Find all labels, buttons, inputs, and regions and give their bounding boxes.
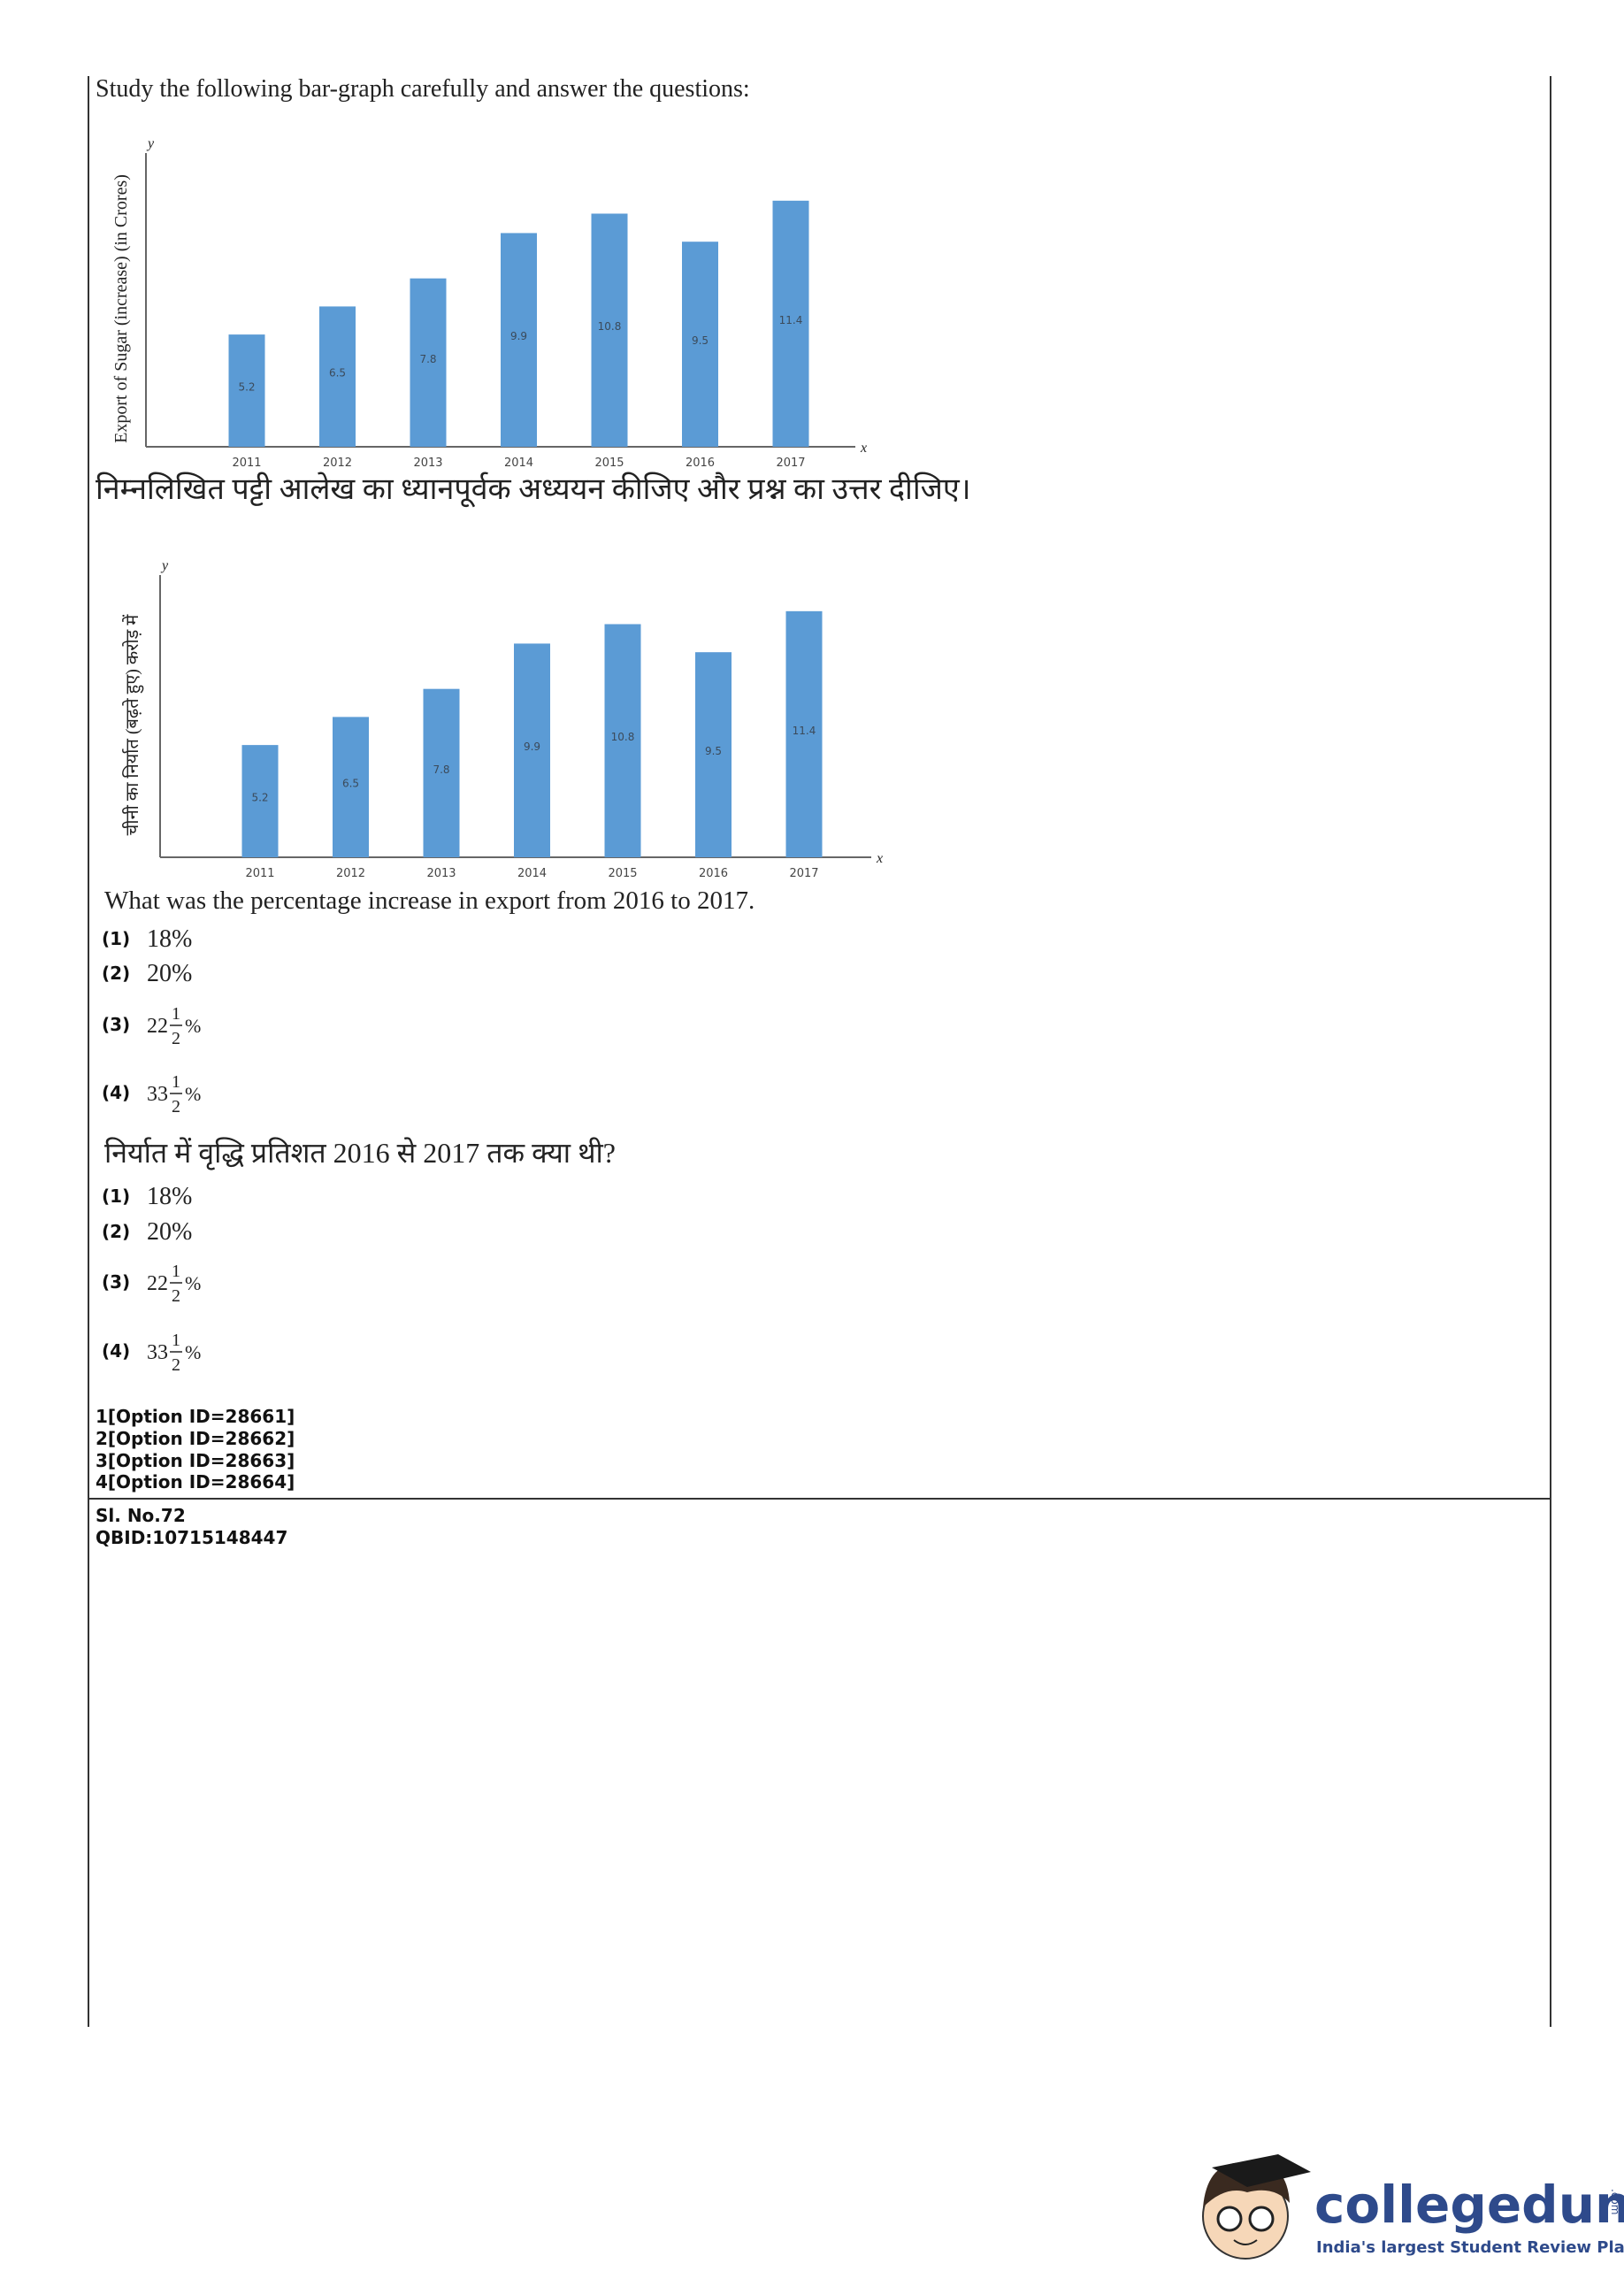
data-label: 7.8 <box>433 764 449 776</box>
x-tick-label: 2011 <box>232 457 261 470</box>
x-tick-label: 2013 <box>413 457 442 470</box>
data-label: 11.4 <box>793 725 816 737</box>
option-whole: 22 <box>147 1272 168 1295</box>
option-label: (2) <box>102 963 130 984</box>
bar <box>241 745 279 857</box>
x-axis-label: x <box>860 441 867 456</box>
option-label: (4) <box>102 1082 130 1103</box>
x-tick-label: 2013 <box>426 867 456 880</box>
y-axis-label: y <box>160 558 169 573</box>
bar <box>682 242 718 447</box>
x-tick-label: 2012 <box>323 457 352 470</box>
option-suffix: % <box>185 1341 201 1363</box>
option-whole: 33 <box>147 1083 168 1106</box>
data-label: 5.2 <box>238 381 255 394</box>
option-label: (3) <box>102 1271 130 1293</box>
option-numerator: 1 <box>172 1004 180 1024</box>
x-tick-label: 2012 <box>336 867 365 880</box>
option-label: (4) <box>102 1340 130 1362</box>
bar <box>501 233 537 447</box>
instruction-hindi: निम्नलिखित पट्टी आलेख का ध्यानपूर्वक अध्… <box>96 472 971 508</box>
data-label: 7.8 <box>419 353 436 365</box>
logo-domain: .com <box>1609 2189 1621 2214</box>
data-label: 10.8 <box>611 731 635 743</box>
data-label: 9.5 <box>692 334 709 347</box>
data-label: 9.9 <box>524 740 540 753</box>
data-label: 6.5 <box>329 367 346 380</box>
question: What was the percentage increase in expo… <box>104 886 755 915</box>
data-label: 6.5 <box>342 778 359 790</box>
option-denominator: 2 <box>172 1286 180 1306</box>
y-axis-title: Export of Sugar (increase) (in Crores) <box>111 174 131 443</box>
option-suffix: % <box>185 1015 201 1037</box>
mascot-glasses <box>1248 2206 1275 2232</box>
x-tick-label: 2017 <box>776 457 805 470</box>
bar <box>319 306 356 447</box>
logo-name: collegedunia <box>1314 2175 1624 2235</box>
option-denominator: 2 <box>172 1355 180 1375</box>
option-label: (3) <box>102 1014 130 1035</box>
option-text: 20% <box>147 1218 192 1246</box>
y-axis-label: y <box>146 136 155 151</box>
option-numerator: 1 <box>172 1072 180 1092</box>
bar <box>785 610 823 857</box>
bar <box>695 652 732 857</box>
bar <box>604 624 641 857</box>
option-text: 20% <box>147 960 192 987</box>
x-tick-label: 2016 <box>699 867 728 880</box>
x-tick-label: 2015 <box>594 457 624 470</box>
data-label: 9.5 <box>705 745 722 757</box>
question-hindi: निर्यात में वृद्धि प्रतिशत 2016 से 2017 … <box>104 1137 616 1170</box>
option-label: (2) <box>102 1221 130 1242</box>
option-numerator: 1 <box>172 1331 180 1350</box>
data-label: 9.9 <box>510 330 527 342</box>
data-label: 10.8 <box>598 320 622 333</box>
qbid: QBID:10715148447 <box>96 1527 287 1548</box>
logo-tagline: India's largest Student Review Platform <box>1316 2238 1624 2257</box>
x-tick-label: 2014 <box>504 457 533 470</box>
option-id: 2[Option ID=28662] <box>96 1428 295 1449</box>
x-tick-label: 2017 <box>789 867 818 880</box>
option-whole: 33 <box>147 1341 168 1364</box>
mascot-smile <box>1233 2239 1258 2245</box>
x-tick-label: 2015 <box>608 867 637 880</box>
bar <box>410 278 447 447</box>
x-tick-label: 2014 <box>517 867 547 880</box>
option-text: 18% <box>147 1183 192 1210</box>
option-suffix: % <box>185 1272 201 1294</box>
option-label: (1) <box>102 928 130 949</box>
bar <box>591 213 628 448</box>
option-label: (1) <box>102 1186 130 1207</box>
option-whole: 22 <box>147 1015 168 1038</box>
bar <box>228 334 265 447</box>
option-numerator: 1 <box>172 1262 180 1281</box>
option-id: 4[Option ID=28664] <box>96 1471 295 1492</box>
option-suffix: % <box>185 1083 201 1105</box>
x-tick-label: 2016 <box>686 457 715 470</box>
instruction: Study the following bar-graph carefully … <box>96 75 750 103</box>
option-id: 1[Option ID=28661] <box>96 1406 295 1427</box>
option-text: 18% <box>147 925 192 953</box>
data-label: 5.2 <box>251 792 268 804</box>
bar <box>423 688 460 857</box>
x-tick-label: 2011 <box>245 867 274 880</box>
option-denominator: 2 <box>172 1097 180 1116</box>
logo: collegedunia .com India's largest Studen… <box>1202 2154 1624 2260</box>
y-axis-title: चीनी का निर्यात (बढ़ते हुए) करोड़ में <box>122 614 144 836</box>
option-denominator: 2 <box>172 1029 180 1048</box>
sl-no: Sl. No.72 <box>96 1505 186 1526</box>
bar <box>514 643 550 857</box>
x-axis-label: x <box>876 851 883 866</box>
mascot-cap <box>1212 2154 1311 2187</box>
data-label: 11.4 <box>779 314 803 326</box>
bar <box>333 717 369 857</box>
option-id: 3[Option ID=28663] <box>96 1450 295 1471</box>
bar <box>772 200 809 447</box>
mascot-glasses <box>1216 2206 1243 2232</box>
